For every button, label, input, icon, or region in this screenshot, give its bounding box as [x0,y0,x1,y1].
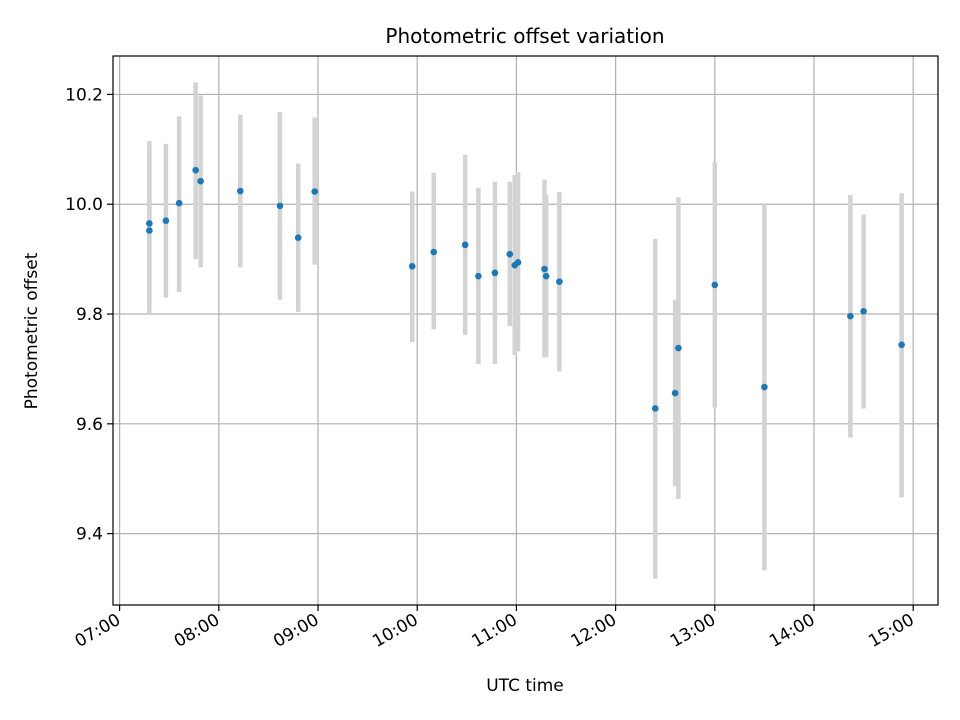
data-point [847,312,854,320]
data-point [408,262,416,270]
data-point [237,187,244,195]
data-point [711,281,719,289]
data-point [860,307,867,315]
grid [113,56,938,605]
data-points [146,166,905,412]
data-point [162,217,170,224]
data-point [675,344,682,352]
data-point [461,241,469,249]
data-point [671,389,679,397]
data-point [192,166,199,174]
data-point [294,234,302,242]
y-tick-label: 10.2 [65,85,103,105]
data-point [651,405,659,412]
chart-title: Photometric offset variation [385,24,664,48]
x-axis-label: UTC time [486,676,564,696]
data-point [506,250,514,258]
y-axis-label: Photometric offset [22,252,42,409]
data-point [556,278,563,285]
y-tick-label: 9.8 [76,305,103,325]
data-point [541,265,548,273]
data-point [491,269,499,277]
y-tick-label: 10.0 [65,195,103,215]
data-point [146,227,153,234]
data-point [311,188,319,195]
data-point [761,383,768,391]
y-tick-label: 9.6 [76,415,103,435]
data-point [146,220,153,227]
data-point [514,259,522,266]
y-tick-label: 9.4 [76,525,103,545]
data-point [898,341,905,349]
y-axis: 9.4 9.6 9.8 10.0 10.2 [65,85,113,545]
data-point [197,177,204,185]
data-point [542,272,550,280]
data-point [430,248,438,256]
data-point [175,199,183,207]
data-point [276,202,284,210]
plot-area [112,55,939,606]
data-point [475,272,482,280]
